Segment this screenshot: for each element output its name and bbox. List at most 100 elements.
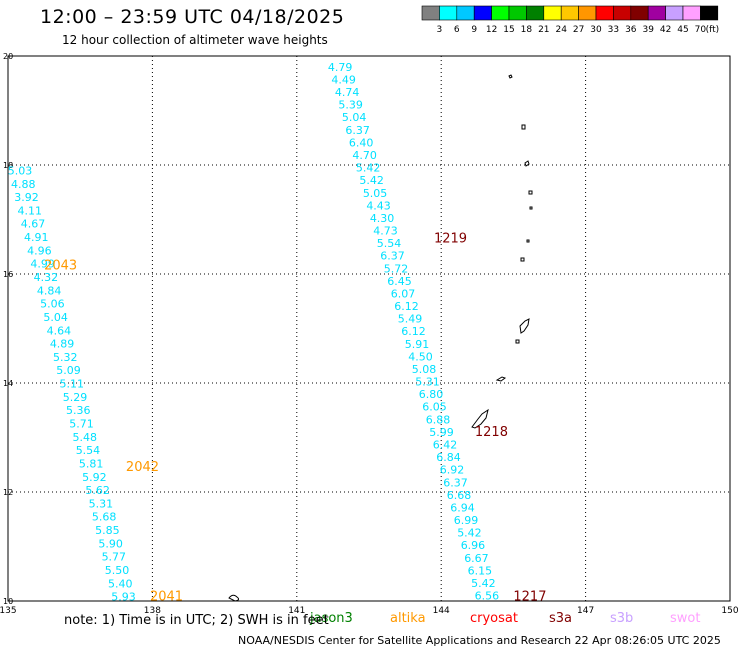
wave-height-label: 5.99: [429, 426, 454, 439]
legend-s3a: s3a: [549, 611, 572, 626]
wave-height-label: 5.04: [342, 111, 367, 124]
wave-height-label: 6.80: [419, 388, 444, 401]
coastline: [521, 258, 524, 261]
wave-height-label: 6.45: [387, 275, 412, 288]
wave-height-label: 6.99: [454, 514, 479, 527]
wave-height-label: 5.90: [98, 537, 123, 550]
wave-height-label: 6.67: [464, 552, 489, 565]
wave-height-label: 5.50: [105, 564, 130, 577]
wave-height-label: 5.42: [356, 162, 381, 175]
wave-height-label: 3.92: [14, 191, 39, 204]
legend-s3b: s3b: [610, 611, 633, 626]
pass-time-label: 1219: [434, 231, 467, 246]
wave-height-label: 4.79: [328, 61, 353, 74]
wave-height-label: 6.42: [433, 439, 458, 452]
wave-height-label: 4.49: [331, 73, 356, 86]
wave-height-label: 5.81: [79, 457, 104, 470]
wave-height-label: 5.42: [471, 577, 496, 590]
pass-time-label: 2042: [126, 460, 159, 475]
wave-height-label: 4.67: [21, 218, 46, 231]
wave-height-label: 5.11: [60, 378, 85, 391]
wave-height-label: 4.43: [366, 199, 391, 212]
credits-footer: NOAA/NESDIS Center for Satellite Applica…: [238, 634, 721, 647]
coastline: [522, 125, 525, 129]
latitude-tick-label: 12: [3, 488, 13, 497]
wave-height-label: 4.30: [370, 212, 395, 225]
latitude-tick-label: 10: [3, 597, 13, 606]
wave-height-label: 5.93: [111, 591, 136, 604]
wave-height-label: 6.94: [450, 501, 475, 514]
wave-height-label: 6.37: [443, 476, 468, 489]
latitude-tick-label: 14: [3, 379, 13, 388]
pass-time-label: 1218: [475, 425, 508, 440]
wave-height-label: 5.48: [72, 431, 97, 444]
wave-height-label: 5.54: [377, 237, 402, 250]
coastline: [520, 319, 529, 333]
wave-height-label: 5.39: [338, 99, 363, 112]
wave-height-label: 5.92: [82, 471, 107, 484]
pass-time-label: 2041: [150, 590, 183, 605]
wave-height-label: 5.09: [56, 364, 81, 377]
wave-height-label: 5.62: [85, 484, 110, 497]
legend-cryosat: cryosat: [470, 611, 518, 626]
pass-time-label: 1217: [513, 590, 546, 605]
wave-height-label: 5.06: [40, 298, 65, 311]
wave-height-label: 6.15: [468, 564, 493, 577]
wave-height-label: 5.36: [66, 404, 91, 417]
wave-height-label: 4.74: [335, 86, 360, 99]
wave-height-label: 6.37: [380, 250, 405, 263]
wave-height-label: 4.73: [373, 225, 398, 238]
wave-height-label: 6.96: [461, 539, 486, 552]
wave-height-label: 5.77: [102, 551, 127, 564]
wave-height-label: 4.89: [50, 338, 75, 351]
map-note: note: 1) Time is in UTC; 2) SWH is in fe…: [64, 613, 329, 628]
wave-height-label: 5.68: [92, 511, 117, 524]
wave-height-label: 5.32: [53, 351, 78, 364]
wave-height-label: 4.84: [37, 284, 62, 297]
wave-height-label: 6.37: [345, 124, 370, 137]
wave-height-label: 6.88: [426, 413, 451, 426]
wave-height-label: 6.92: [440, 464, 465, 477]
coastline: [516, 340, 519, 343]
wave-height-label: 6.84: [436, 451, 461, 464]
wave-height-label: 5.54: [76, 444, 101, 457]
coastline: [229, 595, 239, 601]
wave-height-label: 6.40: [349, 136, 374, 149]
wave-height-label: 5.91: [405, 338, 430, 351]
wave-height-label: 6.68: [447, 489, 472, 502]
wave-height-label: 5.29: [63, 391, 88, 404]
latitude-tick-label: 16: [3, 270, 13, 279]
coastline: [497, 377, 505, 381]
wave-height-label: 4.11: [17, 204, 42, 217]
wave-height-label: 6.12: [401, 325, 426, 338]
latitude-tick-label: 20: [3, 52, 13, 61]
wave-height-label: 5.42: [457, 527, 482, 540]
coastline: [509, 75, 512, 78]
coastline: [527, 240, 529, 242]
wave-height-label: 5.40: [108, 577, 133, 590]
wave-height-label: 5.08: [412, 363, 437, 376]
wave-height-label: 4.70: [352, 149, 377, 162]
wave-height-label: 4.50: [408, 350, 433, 363]
wave-height-label: 6.05: [422, 401, 447, 414]
wave-height-label: 4.91: [24, 231, 49, 244]
wave-height-label: 4.88: [11, 178, 36, 191]
wave-height-label: 5.42: [359, 174, 384, 187]
wave-height-label: 4.96: [27, 244, 52, 257]
wave-height-label: 5.85: [95, 524, 120, 537]
wave-height-label: 5.04: [43, 311, 68, 324]
coastline: [530, 207, 532, 209]
wave-height-label: 5.49: [398, 313, 423, 326]
wave-height-label: 5.31: [415, 376, 440, 389]
wave-height-label: 6.12: [394, 300, 419, 313]
pass-time-label: 2043: [44, 259, 77, 274]
wave-height-label: 4.64: [47, 324, 72, 337]
wave-height-label: 5.72: [384, 262, 409, 275]
wave-height-label: 5.05: [363, 187, 388, 200]
wave-height-label: 5.31: [89, 497, 114, 510]
wave-height-label: 5.71: [69, 418, 94, 431]
legend-swot: swot: [670, 611, 700, 626]
legend-altika: altika: [390, 611, 426, 626]
wave-height-label: 6.56: [475, 590, 500, 603]
